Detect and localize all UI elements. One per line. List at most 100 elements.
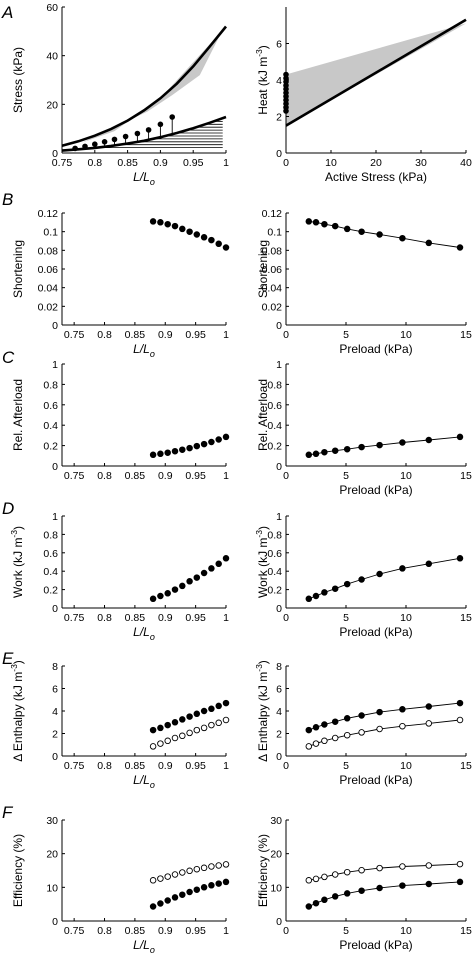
data-point-filled [312,450,320,458]
data-point-filled [305,218,313,225]
x-tick-label: 10 [400,760,412,772]
data-point-filled [358,887,365,894]
y-tick-label: 0 [52,320,58,332]
data-point-filled [222,244,230,251]
chart-B-right: 0 5 10 15 0 0.02 0.04 0.06 0.08 0.1 0.12 Preload (k… [256,208,472,356]
y-tick-label: 20 [270,849,282,861]
data-point-filled [456,699,464,707]
y-axis-label-main: Stress (kPa) [11,47,25,113]
y-tick-label: 0.6 [43,400,58,412]
data-point-open [456,860,464,868]
chart-D-right: 0 5 10 15 0 0.2 0.4 0.6 0.8 1 Preload (kPa) Work (k… [254,511,472,639]
x-tick-label: 0 [283,612,289,624]
data-point-filled [200,440,208,448]
data-point-open [321,873,328,881]
x-axis-label-sub: o [150,780,155,790]
data-point-filled [456,878,464,886]
data-point-open [208,863,215,870]
y-axis-label-end: ) [11,660,25,664]
x-tick-label: 0.9 [158,329,173,341]
data-point-open [425,862,433,869]
x-tick-label: 1 [223,470,229,482]
data-point-open [164,873,171,880]
stem-point [134,130,141,137]
y-axis-label-sup: -3 [254,49,264,57]
data-point-open [157,875,164,882]
data-point-filled [321,896,328,904]
data-point-filled [425,880,433,888]
data-point-filled [305,451,313,459]
series-line [308,863,461,881]
x-tick-label: 0.9 [158,470,173,482]
chart-F-right: 0 5 10 15 0 10 20 30 Preload (kPa) Efficiency (%) [256,815,472,952]
data-point-filled [425,560,433,568]
data-point-filled [222,433,230,441]
data-point-filled [321,220,328,228]
y-axis-label-main: Efficiency (%) [256,834,270,907]
data-point-filled [456,244,464,251]
y-tick-label: 4 [52,706,58,718]
x-tick-label: 0.8 [97,470,112,482]
stem-point [101,139,108,145]
data-point-open [171,734,179,742]
data-point-open [215,862,222,869]
data-point-filled [193,886,201,893]
x-tick-label: 10 [400,612,412,624]
data-point-open [200,724,208,732]
data-point-filled [215,880,222,887]
stem-point [111,136,118,143]
data-point-filled [186,444,193,452]
y-axis-label-sup: -3 [254,664,264,672]
chart-A-right: 0 10 20 30 40 0 2 4 6 Active Stress (kPa) Heat (kJ… [254,7,472,184]
data-point-filled [321,721,328,728]
data-point-filled [164,220,171,228]
x-tick-label: 0.85 [125,925,146,937]
panel-letter: C [2,348,15,367]
y-axis-label-main: Work (kJ m [11,538,25,598]
data-point-filled [376,708,383,716]
x-tick-label: 10 [400,470,412,482]
panel-letter: F [2,803,14,822]
y-axis-label: Efficiency (%) [11,834,25,907]
data-point-filled [358,576,365,583]
y-tick-label: 0.4 [43,420,58,432]
y-tick-label: 10 [270,882,282,894]
x-tick-label: 1 [223,760,229,772]
x-tick-label: 0.9 [158,760,173,772]
x-tick-label: 5 [343,925,349,937]
y-axis-label: Shortening [11,240,25,298]
data-point-filled [399,882,406,889]
x-axis-label-main: L/L [133,938,150,952]
data-point-open [331,734,339,742]
data-point-filled [149,903,157,910]
x-axis-label-main: L/L [133,170,150,184]
x-tick-label: 1 [223,925,229,937]
y-tick-label: 8 [52,661,58,673]
data-point-filled [222,878,230,886]
data-point-filled [164,590,171,597]
data-point-filled [399,439,406,446]
y-tick-label: 0.1 [267,227,282,239]
panel-letter: E [2,649,14,668]
data-point-filled [157,724,164,732]
data-point-filled [215,702,222,710]
data-point-filled [157,450,164,458]
x-tick-label: 30 [415,157,427,169]
data-point-filled [321,589,328,596]
data-point-open [149,743,157,750]
y-tick-label: 1 [52,359,58,371]
x-tick-label: 15 [460,925,472,937]
data-point-open [222,861,230,868]
data-point-open [305,877,313,884]
y-tick-label: 8 [276,661,282,673]
data-point-filled [331,893,339,900]
data-point-filled [179,225,186,233]
y-axis-label: Stress (kPa) [11,47,25,113]
data-point-filled [376,441,383,449]
y-axis-label-main: Efficiency (%) [11,834,25,907]
y-tick-label: 0 [276,751,282,763]
data-point-filled [343,225,351,233]
data-point-filled [399,706,406,713]
x-tick-label: 0.95 [185,760,206,772]
data-point-open [186,729,193,737]
